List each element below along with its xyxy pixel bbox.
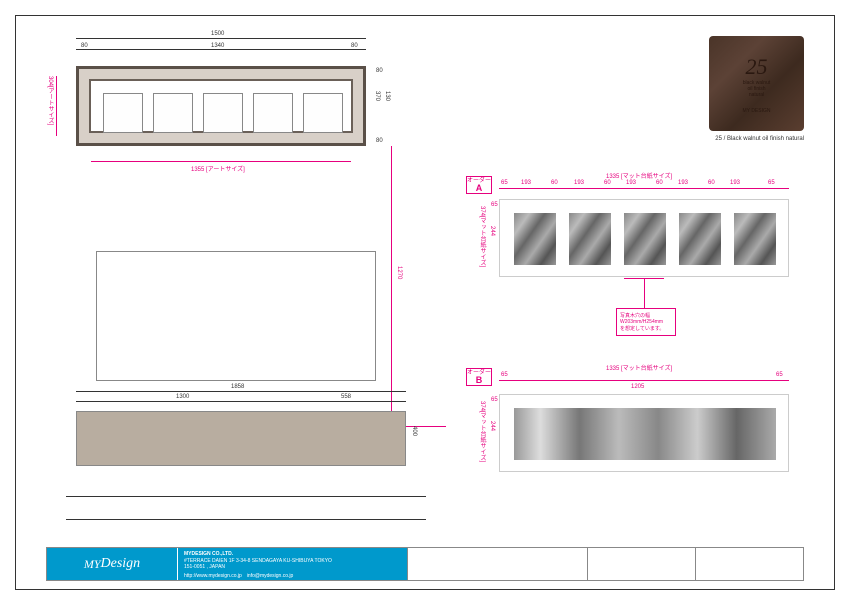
dim-line bbox=[76, 38, 366, 39]
company-contact: http://www.mydesign.co.jp info@mydesign.… bbox=[184, 573, 401, 580]
dim-inner-width: 1340 bbox=[211, 43, 224, 49]
matA-w2: 193 bbox=[574, 180, 584, 186]
matA-w1: 193 bbox=[521, 180, 531, 186]
titleblock-field-3 bbox=[695, 548, 803, 580]
dim-art-width: 1355 [アートサイズ] bbox=[191, 164, 245, 173]
title-block: MY Design MYDESIGN CO.,LTD. #TERRACE DAI… bbox=[46, 547, 804, 581]
mat-window-4 bbox=[253, 93, 293, 133]
console-height: 400 bbox=[411, 426, 417, 436]
company-postal: 151-0051 , JAPAN bbox=[184, 564, 401, 571]
console-wall bbox=[96, 251, 376, 381]
console-total-w: 1858 bbox=[231, 384, 244, 390]
mat-window-3 bbox=[203, 93, 243, 133]
matB-win-h: 244 bbox=[489, 421, 495, 431]
photo-a3 bbox=[624, 213, 666, 265]
matA-g2: 60 bbox=[551, 180, 558, 186]
console-dim-line bbox=[76, 391, 406, 392]
matB-dim-line bbox=[499, 380, 789, 381]
mat-a-preview bbox=[499, 199, 789, 277]
matB-g1: 65 bbox=[501, 372, 508, 378]
material-swatch: 25 black walnut oil finish natural MY DE… bbox=[709, 36, 804, 131]
photo-a2 bbox=[569, 213, 611, 265]
pink-dim-line-v bbox=[56, 76, 57, 136]
pink-dim-line bbox=[91, 161, 351, 162]
matB-g2: 65 bbox=[776, 372, 783, 378]
dim-top-margin: 80 bbox=[376, 68, 383, 74]
company-info-panel: MYDESIGN CO.,LTD. #TERRACE DAIEN 1F 3-34… bbox=[177, 548, 407, 580]
order-badge-a: オーダー A bbox=[466, 176, 492, 194]
matA-w3: 193 bbox=[626, 180, 636, 186]
console-cabinet bbox=[76, 411, 406, 466]
matA-total-w: 1335 [マット台紙サイズ] bbox=[606, 171, 672, 180]
console-right-w: 558 bbox=[341, 394, 351, 400]
photo-a4 bbox=[679, 213, 721, 265]
dim-height1: 370 bbox=[374, 91, 380, 101]
dim-side-l: 80 bbox=[81, 43, 88, 49]
frame-elevation bbox=[76, 66, 366, 146]
matB-top-m: 65 bbox=[491, 397, 498, 403]
matB-height: 374[マット台紙サイズ] bbox=[478, 401, 487, 462]
titleblock-field-2 bbox=[587, 548, 695, 580]
matA-g4: 60 bbox=[656, 180, 663, 186]
matA-g3: 60 bbox=[604, 180, 611, 186]
dim-bot-margin: 80 bbox=[376, 138, 383, 144]
order-letter-a: A bbox=[476, 184, 483, 193]
photo-panorama bbox=[514, 408, 776, 460]
frame-outer-molding bbox=[76, 66, 366, 146]
console-elevation: 1858 1300 558 400 bbox=[76, 251, 406, 451]
floor-line2 bbox=[66, 519, 426, 520]
matB-pano-w: 1205 bbox=[631, 384, 644, 390]
drawing-sheet: 1500 80 1340 80 80 370 130 80 1355 [アートサ… bbox=[15, 15, 835, 590]
order-letter-b: B bbox=[476, 376, 483, 385]
note-leader-h bbox=[624, 278, 664, 279]
logo-design: Design bbox=[101, 556, 141, 572]
dim-side-r: 80 bbox=[351, 43, 358, 49]
swatch-variant: natural bbox=[749, 92, 764, 98]
console-dim-line2 bbox=[76, 401, 406, 402]
mat-b-preview bbox=[499, 394, 789, 472]
console-left-w: 1300 bbox=[176, 394, 189, 400]
swatch-number: 25 bbox=[746, 54, 768, 80]
order-badge-b: オーダー B bbox=[466, 368, 492, 386]
matA-g5: 60 bbox=[708, 180, 715, 186]
logo-panel: MY Design bbox=[47, 548, 177, 580]
dim-art-height: 304[アートサイズ] bbox=[46, 76, 55, 125]
swatch-caption: 25 / Black walnut oil finish natural bbox=[715, 136, 804, 142]
note-line1: 写真木穴の幅 bbox=[620, 312, 672, 319]
matB-total-w: 1335 [マット台紙サイズ] bbox=[606, 363, 672, 372]
photo-a1 bbox=[514, 213, 556, 265]
matA-w4: 193 bbox=[678, 180, 688, 186]
matA-height: 374[マット台紙サイズ] bbox=[478, 206, 487, 267]
photo-a5 bbox=[734, 213, 776, 265]
titleblock-field-1 bbox=[407, 548, 587, 580]
matA-top-m: 65 bbox=[491, 202, 498, 208]
frame-inner-molding bbox=[89, 79, 353, 133]
matA-w5: 193 bbox=[730, 180, 740, 186]
mat-window-1 bbox=[103, 93, 143, 133]
note-line3: を想定しています。 bbox=[620, 325, 672, 332]
photo-size-note: 写真木穴の幅 W203mm/H254mm を想定しています。 bbox=[616, 308, 676, 336]
floor-line bbox=[66, 496, 426, 497]
logo-my: MY bbox=[84, 557, 101, 572]
mat-window-2 bbox=[153, 93, 193, 133]
dim-total-width: 1500 bbox=[211, 31, 224, 37]
swatch-brand: MY DESIGN bbox=[743, 108, 771, 114]
dim-line bbox=[76, 49, 366, 50]
mat-window-5 bbox=[303, 93, 343, 133]
note-leader-v bbox=[644, 278, 645, 308]
dim-height2: 130 bbox=[384, 91, 390, 101]
matA-g6: 65 bbox=[768, 180, 775, 186]
matA-g1: 65 bbox=[501, 180, 508, 186]
matA-win-h: 244 bbox=[489, 226, 495, 236]
matA-dim-line bbox=[499, 188, 789, 189]
